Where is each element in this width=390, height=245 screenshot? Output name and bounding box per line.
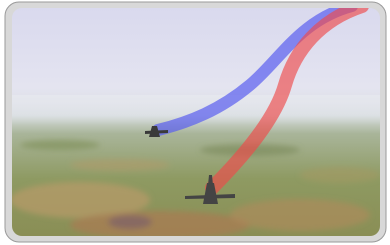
screenshot bbox=[0, 0, 390, 245]
scene bbox=[10, 6, 380, 239]
page bbox=[0, 0, 390, 245]
